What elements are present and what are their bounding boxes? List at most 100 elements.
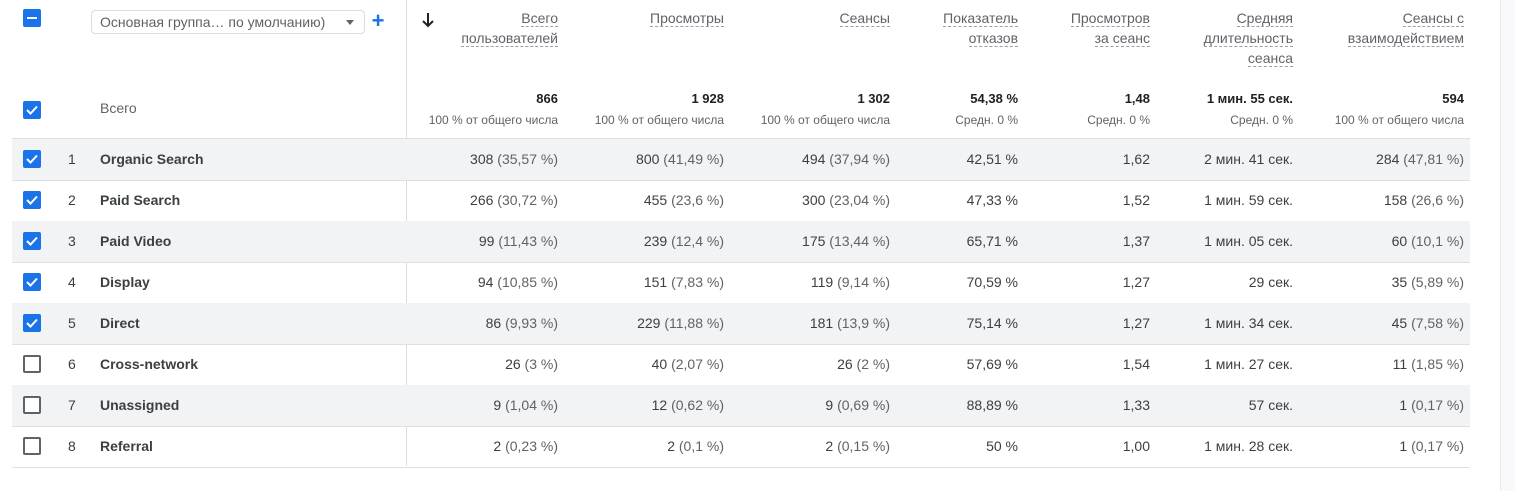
metric-value: 175	[802, 233, 826, 249]
row-divider	[12, 344, 1470, 345]
primary-dimension-dropdown[interactable]: Основная группа… по умолчанию)	[91, 10, 365, 34]
channel-group-name[interactable]: Organic Search	[100, 151, 204, 167]
table-row[interactable]: 4 Display 94 (10,85 %) 151 (7,83 %) 119 (9,1…	[12, 262, 1470, 303]
row-number: 6	[68, 356, 76, 372]
row-checkbox[interactable]	[23, 314, 41, 332]
row-checkbox[interactable]	[23, 191, 41, 209]
column-header-line: сеанса	[1247, 50, 1293, 67]
channel-group-name[interactable]: Display	[100, 274, 150, 290]
metric-value: 1,00	[1122, 438, 1150, 454]
metric-value: 50 %	[986, 438, 1018, 454]
table-row[interactable]: 8 Referral 2 (0,23 %) 2 (0,1 %) 2 (0,15 %) 50…	[12, 426, 1470, 467]
column-header-views_per_session[interactable]: Просмотров за сеанс	[1030, 8, 1150, 48]
metric-value: 1	[1399, 397, 1408, 413]
table-row[interactable]: 5 Direct 86 (9,93 %) 229 (11,88 %) 181 (13,9…	[12, 303, 1470, 344]
channel-group-name[interactable]: Unassigned	[100, 397, 180, 413]
table-row[interactable]: 6 Cross-network 26 (3 %) 40 (2,07 %) 26 (2 %…	[12, 344, 1470, 385]
row-checkbox[interactable]	[23, 396, 41, 414]
metric-value: 1,27	[1122, 274, 1150, 290]
metric-percent: (0,69 %)	[837, 397, 890, 413]
metric-cell-sessions: 300 (23,04 %)	[740, 192, 890, 208]
scrollbar[interactable]	[1500, 0, 1515, 491]
metric-cell-sessions: 175 (13,44 %)	[740, 233, 890, 249]
metric-value: 181	[809, 315, 834, 331]
row-checkbox[interactable]	[23, 273, 41, 291]
metric-cell-views: 151 (7,83 %)	[574, 274, 724, 290]
column-header-bounce[interactable]: Показатель отказов	[898, 8, 1018, 48]
column-header-line: Показатель	[943, 10, 1018, 27]
row-checkbox[interactable]	[23, 150, 41, 168]
metric-cell-avg_duration: 1 мин. 59 сек.	[1163, 192, 1293, 208]
metric-value: 1 мин. 05 сек.	[1204, 233, 1293, 249]
row-divider	[12, 180, 1470, 181]
metric-value: 11	[1392, 356, 1408, 372]
table-row[interactable]: 2 Paid Search 266 (30,72 %) 455 (23,6 %) 300…	[12, 180, 1470, 221]
metric-percent: (37,94 %)	[829, 151, 890, 167]
metric-value: 9	[493, 397, 502, 413]
column-header-users[interactable]: Всего пользователей	[408, 8, 558, 48]
metric-value: 60	[1391, 233, 1408, 249]
metric-cell-avg_duration: 1 мин. 05 сек.	[1163, 233, 1293, 249]
metric-cell-bounce: 70,59 %	[898, 274, 1018, 290]
metric-cell-engaged_sessions: 1 (0,17 %)	[1304, 397, 1464, 413]
total-subtext: 100 % от общего числа	[594, 113, 724, 127]
metric-value: 494	[802, 151, 826, 167]
column-header-avg_duration[interactable]: Средняя длительность сеанса	[1163, 8, 1293, 68]
metric-cell-views: 239 (12,4 %)	[574, 233, 724, 249]
column-header-line: Сеансы	[839, 10, 890, 27]
metric-cell-bounce: 88,89 %	[898, 397, 1018, 413]
metric-value: 2	[667, 438, 675, 454]
row-checkbox[interactable]	[23, 232, 41, 250]
metric-percent: (9,14 %)	[837, 274, 890, 290]
add-dimension-button[interactable]: +	[369, 10, 387, 34]
channel-group-name[interactable]: Referral	[100, 438, 153, 454]
metric-cell-views_per_session: 1,62	[1030, 151, 1150, 167]
table-row[interactable]: 1 Organic Search 308 (35,57 %) 800 (41,49 %…	[12, 139, 1470, 180]
metric-percent: (0,15 %)	[837, 438, 890, 454]
metric-cell-users: 266 (30,72 %)	[408, 192, 558, 208]
metric-percent: (0,1 %)	[678, 438, 724, 454]
metric-value: 12	[651, 397, 668, 413]
channel-group-name[interactable]: Paid Video	[100, 233, 172, 249]
column-header-engaged_sessions[interactable]: Сеансы с взаимодействием	[1304, 8, 1464, 48]
table-row[interactable]: 3 Paid Video 99 (11,43 %) 239 (12,4 %) 175 (…	[12, 221, 1470, 262]
metric-value: 42,51 %	[966, 151, 1018, 167]
row-checkbox[interactable]	[23, 437, 41, 455]
metric-value: 40	[651, 356, 668, 372]
metric-percent: (23,6 %)	[671, 192, 724, 208]
metric-value: 75,14 %	[966, 315, 1018, 331]
channel-group-name[interactable]: Paid Search	[100, 192, 181, 208]
metric-percent: (1,85 %)	[1411, 356, 1464, 372]
metric-value: 94	[477, 274, 494, 290]
total-value: 1,48	[1124, 91, 1150, 106]
row-checkbox[interactable]	[23, 355, 41, 373]
metric-cell-views_per_session: 1,27	[1030, 274, 1150, 290]
column-header-views[interactable]: Просмотры	[574, 8, 724, 28]
arrow-down-icon[interactable]	[421, 12, 435, 28]
metric-percent: (47,81 %)	[1403, 151, 1464, 167]
totals-checkbox[interactable]	[23, 101, 41, 119]
metric-value: 1 мин. 28 сек.	[1204, 438, 1293, 454]
metric-cell-engaged_sessions: 158 (26,6 %)	[1304, 192, 1464, 208]
row-divider	[12, 467, 1470, 468]
metric-cell-engaged_sessions: 284 (47,81 %)	[1304, 151, 1464, 167]
metric-cell-views: 455 (23,6 %)	[574, 192, 724, 208]
metric-cell-sessions: 119 (9,14 %)	[740, 274, 890, 290]
column-header-line: за сеанс	[1094, 30, 1150, 47]
metric-cell-avg_duration: 57 сек.	[1163, 397, 1293, 413]
column-header-line: Средняя	[1236, 10, 1293, 27]
select-all-checkbox[interactable]	[23, 9, 41, 27]
channel-group-name[interactable]: Cross-network	[100, 356, 199, 372]
metric-value: 57,69 %	[966, 356, 1018, 372]
channel-group-name[interactable]: Direct	[100, 315, 140, 331]
total-subtext: 100 % от общего числа	[428, 113, 558, 127]
metric-cell-bounce: 57,69 %	[898, 356, 1018, 372]
metric-cell-sessions: 181 (13,9 %)	[740, 315, 890, 331]
total-subtext: Средн. 0 %	[1230, 113, 1293, 127]
table-row[interactable]: 7 Unassigned 9 (1,04 %) 12 (0,62 %) 9 (0,69 …	[12, 385, 1470, 426]
row-number: 5	[68, 315, 76, 331]
metric-percent: (23,04 %)	[829, 192, 890, 208]
column-header-sessions[interactable]: Сеансы	[740, 8, 890, 28]
metric-cell-sessions: 2 (0,15 %)	[740, 438, 890, 454]
metric-percent: (13,44 %)	[829, 233, 890, 249]
